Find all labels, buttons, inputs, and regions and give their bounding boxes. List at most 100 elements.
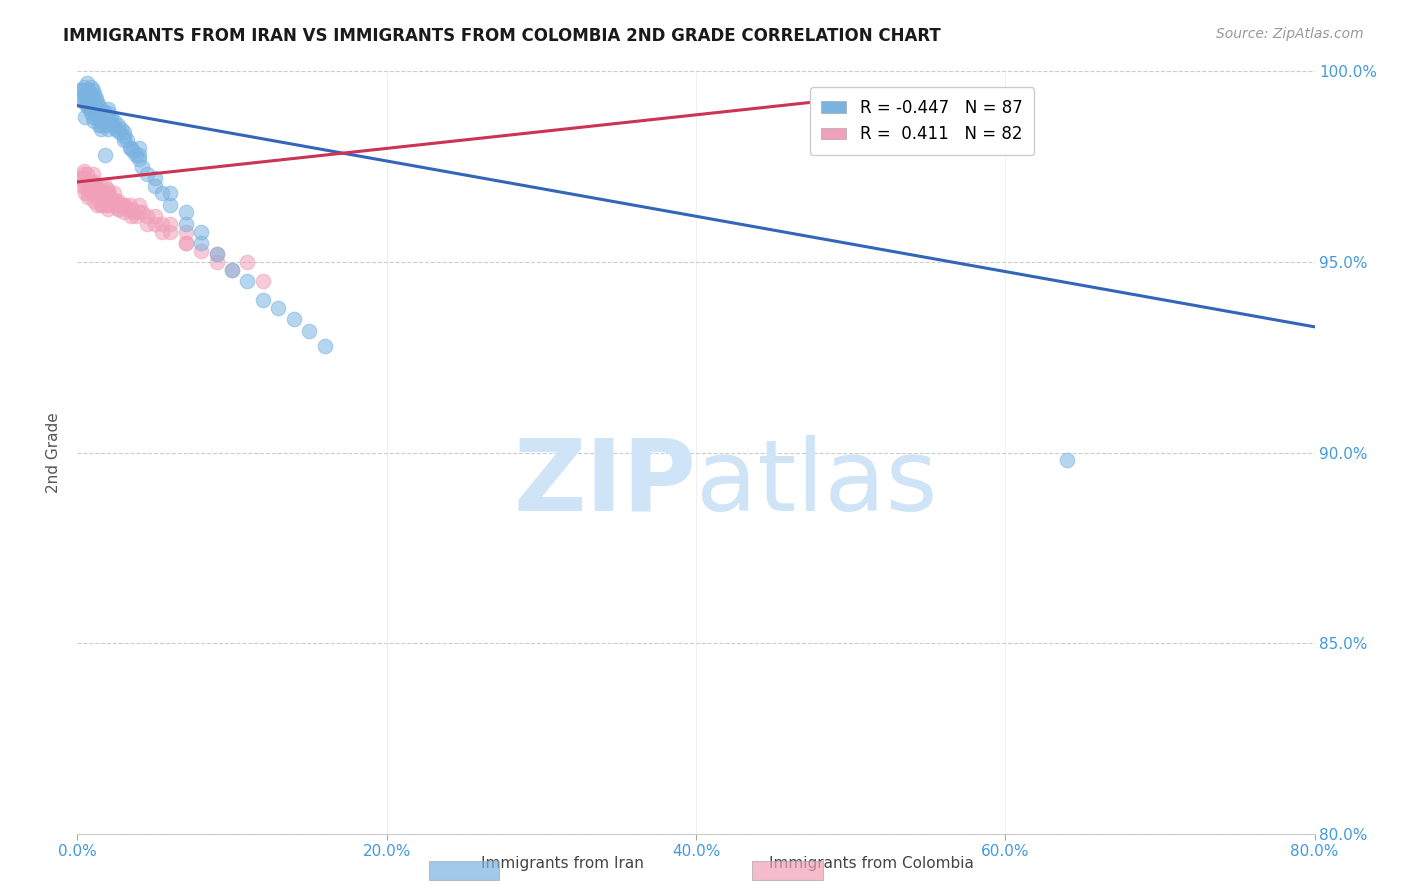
Point — [90, 114, 111, 128]
Point — [108, 202, 131, 216]
Point — [86, 190, 108, 204]
Point — [97, 106, 120, 120]
Point — [90, 178, 111, 193]
Point — [80, 175, 103, 189]
Point — [118, 198, 141, 212]
Point — [112, 198, 135, 212]
Point — [100, 110, 122, 124]
Point — [70, 171, 93, 186]
Point — [94, 106, 117, 120]
Point — [87, 118, 110, 132]
Point — [91, 198, 114, 212]
Point — [122, 205, 145, 219]
Text: Immigrants from Iran: Immigrants from Iran — [481, 855, 644, 871]
Point — [84, 103, 107, 117]
Point — [205, 247, 228, 261]
Point — [125, 148, 148, 162]
Point — [83, 87, 105, 102]
Point — [87, 183, 110, 197]
Text: ZIP: ZIP — [513, 434, 696, 532]
Point — [174, 235, 197, 250]
Point — [76, 76, 98, 90]
Point — [87, 98, 110, 112]
Point — [298, 324, 321, 338]
Point — [82, 83, 104, 97]
Point — [77, 186, 100, 201]
Point — [82, 167, 104, 181]
Point — [79, 103, 101, 117]
Point — [75, 178, 96, 193]
Point — [75, 91, 96, 105]
Point — [82, 103, 104, 117]
Point — [112, 125, 135, 139]
Point — [121, 140, 143, 154]
Point — [91, 106, 114, 120]
Point — [77, 83, 100, 97]
Point — [94, 118, 117, 132]
Point — [83, 175, 105, 189]
Point — [112, 133, 135, 147]
Point — [283, 312, 305, 326]
Point — [84, 91, 107, 105]
Point — [100, 194, 122, 208]
Point — [143, 217, 166, 231]
Point — [1056, 453, 1078, 467]
Point — [152, 217, 174, 231]
Point — [98, 114, 121, 128]
Point — [76, 91, 98, 105]
Point — [121, 209, 143, 223]
Point — [100, 198, 122, 212]
Point — [90, 198, 111, 212]
Point — [75, 186, 96, 201]
Point — [128, 198, 150, 212]
Point — [121, 202, 143, 216]
Point — [75, 110, 96, 124]
Point — [103, 186, 125, 201]
Point — [86, 198, 108, 212]
Point — [112, 198, 135, 212]
Point — [159, 198, 181, 212]
Point — [136, 167, 159, 181]
Point — [159, 186, 181, 201]
Point — [82, 186, 104, 201]
Point — [97, 121, 120, 136]
Point — [101, 194, 124, 208]
Point — [93, 114, 115, 128]
Point — [80, 183, 103, 197]
Point — [72, 163, 94, 178]
Point — [75, 87, 96, 102]
Point — [190, 235, 212, 250]
Point — [97, 103, 120, 117]
Point — [94, 194, 117, 208]
Point — [80, 79, 103, 94]
Point — [190, 225, 212, 239]
Point — [190, 244, 212, 258]
Point — [82, 178, 104, 193]
Point — [79, 175, 101, 189]
Point — [112, 205, 135, 219]
Point — [131, 160, 153, 174]
Point — [105, 198, 127, 212]
Point — [82, 110, 104, 124]
Point — [205, 255, 228, 269]
Point — [97, 202, 120, 216]
Point — [174, 205, 197, 219]
Point — [128, 140, 150, 154]
Point — [125, 209, 148, 223]
Point — [79, 183, 101, 197]
Point — [80, 106, 103, 120]
Point — [90, 190, 111, 204]
Point — [98, 190, 121, 204]
Point — [115, 133, 138, 147]
Point — [94, 148, 117, 162]
Point — [131, 205, 153, 219]
Point — [90, 121, 111, 136]
Point — [86, 95, 108, 109]
Point — [252, 274, 274, 288]
Point — [143, 171, 166, 186]
Point — [221, 262, 243, 277]
Point — [76, 167, 98, 181]
Point — [107, 202, 129, 216]
Point — [108, 125, 131, 139]
Point — [76, 98, 98, 112]
